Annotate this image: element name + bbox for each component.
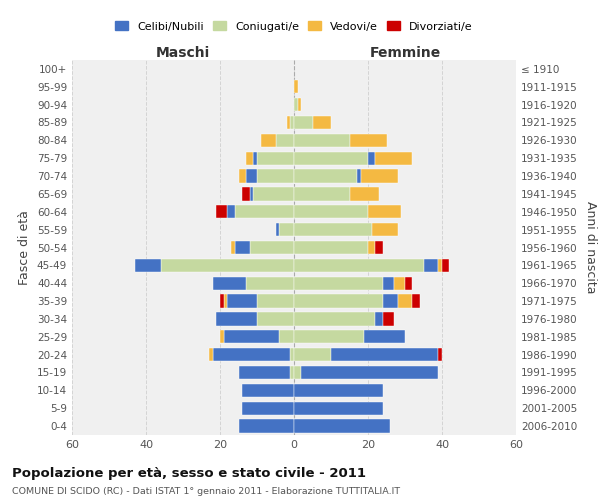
Bar [383,294,398,308]
Bar [231,241,235,254]
Legend: Celibi/Nubili, Coniugati/e, Vedovi/e, Divorziati/e: Celibi/Nubili, Coniugati/e, Vedovi/e, Di… [111,17,477,36]
Bar [135,258,161,272]
Bar [405,276,412,290]
Bar [212,276,246,290]
Bar [209,348,212,362]
Bar [257,294,294,308]
Bar [412,294,420,308]
Bar [227,294,257,308]
Bar [313,116,331,129]
Bar [438,258,442,272]
Bar [349,134,386,147]
Bar [235,241,250,254]
Bar [298,98,301,112]
Bar [294,258,424,272]
Bar [376,241,383,254]
Bar [235,205,294,218]
Bar [257,152,294,165]
Bar [294,170,357,183]
Bar [294,152,368,165]
Bar [161,258,294,272]
Bar [294,134,349,147]
Bar [294,205,368,218]
Text: Maschi: Maschi [156,46,210,60]
Bar [368,205,401,218]
Bar [239,420,294,433]
Bar [290,366,294,379]
Bar [294,187,349,200]
Bar [257,312,294,326]
Bar [442,258,449,272]
Bar [294,348,331,362]
Bar [294,420,390,433]
Text: Femmine: Femmine [370,46,440,60]
Bar [246,152,253,165]
Bar [398,294,412,308]
Bar [220,294,224,308]
Y-axis label: Fasce di età: Fasce di età [19,210,31,285]
Bar [438,348,442,362]
Bar [224,294,227,308]
Bar [227,205,235,218]
Text: Popolazione per età, sesso e stato civile - 2011: Popolazione per età, sesso e stato civil… [12,468,366,480]
Bar [294,330,364,344]
Bar [250,187,253,200]
Bar [279,223,294,236]
Bar [383,312,394,326]
Bar [290,348,294,362]
Bar [246,276,294,290]
Bar [279,330,294,344]
Bar [394,276,405,290]
Bar [224,330,279,344]
Bar [242,402,294,415]
Bar [294,80,298,94]
Bar [294,384,383,397]
Bar [424,258,438,272]
Bar [242,384,294,397]
Bar [294,312,376,326]
Bar [368,241,376,254]
Bar [287,116,290,129]
Bar [250,241,294,254]
Bar [260,134,275,147]
Bar [294,116,313,129]
Bar [212,348,290,362]
Bar [294,276,383,290]
Bar [376,312,383,326]
Bar [220,330,224,344]
Bar [217,312,257,326]
Bar [242,187,250,200]
Bar [294,402,383,415]
Bar [290,116,294,129]
Bar [294,366,301,379]
Bar [361,170,398,183]
Bar [376,152,412,165]
Bar [217,205,227,218]
Bar [253,152,257,165]
Bar [257,170,294,183]
Bar [357,170,361,183]
Bar [294,223,372,236]
Bar [368,152,376,165]
Bar [383,276,394,290]
Bar [294,241,368,254]
Bar [239,170,246,183]
Bar [239,366,290,379]
Y-axis label: Anni di nascita: Anni di nascita [584,201,597,294]
Bar [331,348,438,362]
Bar [253,187,294,200]
Bar [246,170,257,183]
Bar [294,98,298,112]
Bar [364,330,405,344]
Bar [275,223,279,236]
Text: COMUNE DI SCIDO (RC) - Dati ISTAT 1° gennaio 2011 - Elaborazione TUTTITALIA.IT: COMUNE DI SCIDO (RC) - Dati ISTAT 1° gen… [12,488,400,496]
Bar [372,223,398,236]
Bar [294,294,383,308]
Bar [275,134,294,147]
Bar [349,187,379,200]
Bar [301,366,438,379]
